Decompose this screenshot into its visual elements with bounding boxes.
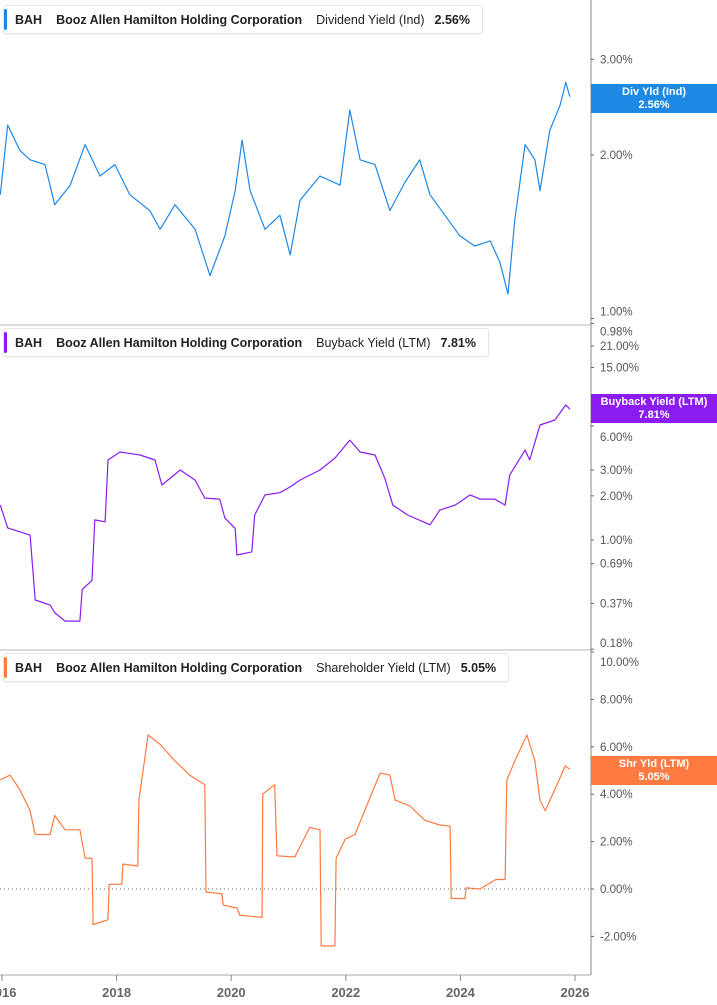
legend-company: Booz Allen Hamilton Holding Corporation [56,660,303,675]
x-tick-label: 2026 [561,985,590,1000]
y-tick-label-dividend: 1.00% [600,307,633,319]
y-tick-label-buyback: 15.00% [600,362,639,374]
series-line-dividend [0,81,571,295]
legend-metric: Dividend Yield (Ind) [316,12,425,27]
tag-label: Div Yld (Ind) [622,86,686,98]
series-color-marker [4,657,7,678]
series-color-marker [4,332,7,353]
legend-company: Booz Allen Hamilton Holding Corporation [56,335,303,350]
y-tick-label-buyback: 21.00% [600,341,639,353]
last-value-tag-dividend: Div Yld (Ind) 2.56% [591,84,717,113]
legend-buyback-yield[interactable]: BAH Booz Allen Hamilton Holding Corporat… [3,328,489,357]
y-tick-label-shareholder: 0.00% [600,884,633,896]
legend-shareholder-yield[interactable]: BAH Booz Allen Hamilton Holding Corporat… [3,653,510,682]
tag-label: Buyback Yield (LTM) [600,396,708,408]
y-tick-label-shareholder: 6.00% [600,742,633,754]
y-tick-label-shareholder: 2.00% [600,837,633,849]
legend-dividend-yield[interactable]: BAH Booz Allen Hamilton Holding Corporat… [3,5,483,34]
y-tick-label-buyback: 0.69% [600,559,633,571]
series-line-buyback [0,404,571,622]
y-tick-label-dividend: 0.98% [600,326,633,338]
legend-ticker: BAH [15,660,43,675]
legend-ticker: BAH [15,335,43,350]
last-value-tag-buyback: Buyback Yield (LTM) 7.81% [591,394,717,423]
tag-value: 2.56% [638,99,670,111]
legend-value: 5.05% [460,660,497,675]
x-tick-label: 2018 [102,985,131,1000]
y-tick-label-shareholder: 10.00% [600,657,639,669]
tag-label: Shr Yld (LTM) [618,758,690,770]
y-tick-label-shareholder: 4.00% [600,789,633,801]
x-tick-label: 2016 [0,985,16,1000]
y-tick-label-shareholder: -2.00% [600,931,636,943]
y-tick-label-buyback: 6.00% [600,432,633,444]
legend-value: 7.81% [440,335,476,350]
x-tick-label: 2020 [217,985,246,1000]
y-tick-label-dividend: 3.00% [600,54,633,66]
x-tick-label: 2022 [331,985,360,1000]
tag-value: 5.05% [638,771,670,783]
y-tick-label-buyback: 0.18% [600,638,633,650]
series-color-marker [4,9,7,30]
y-tick-label-dividend: 2.00% [600,150,633,162]
legend-company: Booz Allen Hamilton Holding Corporation [56,12,303,27]
legend-value: 2.56% [434,12,470,27]
y-tick-label-buyback: 1.00% [600,535,633,547]
tag-value: 7.81% [638,409,670,421]
series-line-shareholder [0,734,571,947]
y-tick-label-buyback: 3.00% [600,465,633,477]
y-tick-label-buyback: 2.00% [600,491,633,503]
y-tick-label-shareholder: 8.00% [600,694,633,706]
legend-metric: Buyback Yield (LTM) [316,335,431,350]
last-value-tag-shareholder: Shr Yld (LTM) 5.05% [591,756,717,785]
legend-metric: Shareholder Yield (LTM) [316,660,451,675]
x-tick-label: 2024 [446,985,476,1000]
y-tick-label-buyback: 0.37% [600,598,633,610]
legend-ticker: BAH [15,12,43,27]
